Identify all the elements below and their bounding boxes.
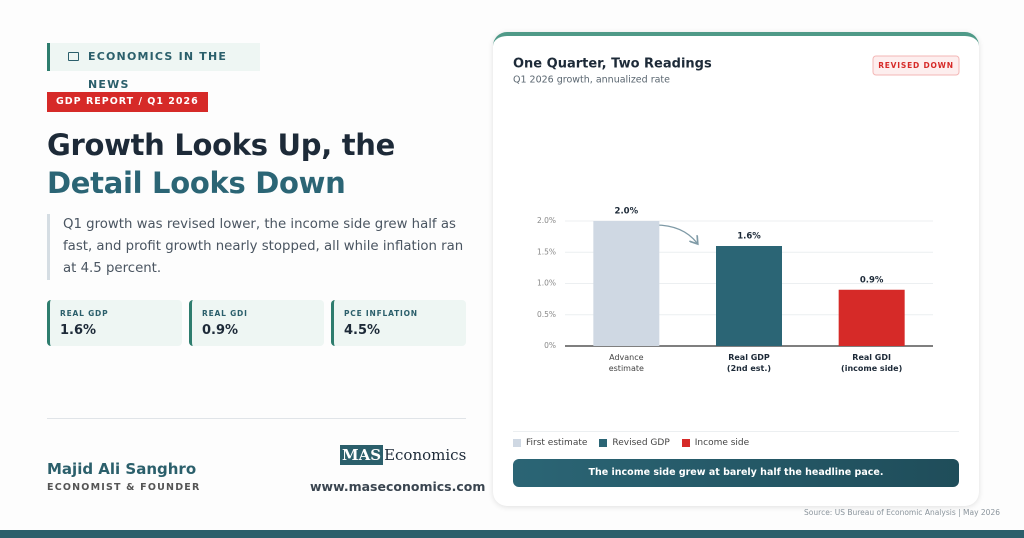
stat-value: 1.6% (60, 323, 97, 338)
source: Source: US Bureau of Economic Analysis |… (804, 508, 1000, 517)
stat-value: 0.9% (202, 323, 239, 338)
stat-label: PCE INFLATION (344, 309, 418, 318)
stat-card: REAL GDP 1.6% (47, 300, 182, 346)
stat-card: PCE INFLATION 4.5% (331, 300, 466, 346)
badge-box (872, 55, 960, 76)
stat-label: REAL GDI (202, 309, 248, 318)
value-label: 0.9% (860, 275, 884, 285)
summary: Q1 growth was revised lower, the income … (47, 214, 467, 280)
bar (838, 289, 905, 346)
stat-value: 4.5% (344, 323, 381, 338)
bar (593, 221, 660, 346)
y-tick-label: 0% (544, 341, 556, 350)
author-name: Majid Ali Sanghro (47, 460, 197, 478)
legend: First estimate Revised GDP Income side (513, 438, 749, 448)
x-tick-label: Advance estimate (608, 353, 644, 373)
y-tick-label: 1.0% (537, 279, 556, 288)
logo: MAS Economics (340, 445, 467, 465)
headline: Detail Looks Down (47, 166, 346, 200)
kicker: ECONOMICS IN THE NEWS (47, 43, 260, 91)
website[interactable]: www.maseconomics.com (310, 479, 486, 494)
bottom-bar (0, 530, 1024, 538)
divider (513, 431, 959, 432)
badge: REVISED DOWN (878, 61, 954, 70)
legend-item: Income side (681, 438, 750, 448)
annotation: The income side grew at barely half the … (513, 459, 959, 487)
report-tag: GDP REPORT / Q1 2026 (47, 92, 208, 112)
y-tick-label: 1.5% (537, 247, 556, 256)
legend-swatch (599, 439, 608, 447)
stat-card: REAL GDI 0.9% (189, 300, 324, 346)
divider (47, 418, 466, 419)
headline: Growth Looks Up, the (47, 128, 395, 162)
bar (716, 246, 782, 346)
kicker-icon (68, 52, 79, 61)
chart-subtitle: Q1 2026 growth, annualized rate (513, 75, 670, 86)
legend-label: Revised GDP (612, 438, 670, 448)
logo-text: Economics (384, 446, 467, 464)
legend-label: First estimate (526, 438, 588, 448)
legend-swatch (681, 439, 690, 447)
legend-item: First estimate (513, 438, 587, 448)
legend-label: Income side (694, 438, 750, 448)
revision-arrow (654, 224, 697, 243)
author-role: ECONOMIST & FOUNDER (47, 482, 201, 493)
stat-label: REAL GDP (60, 309, 109, 318)
value-label: 1.6% (737, 232, 761, 242)
legend-item: Revised GDP (599, 438, 670, 448)
x-tick-label: Real GDI (income side) (841, 353, 903, 373)
logo-mark: MAS (340, 445, 384, 465)
value-label: 2.0% (615, 207, 639, 217)
y-tick-label: 2.0% (537, 216, 556, 225)
kicker-text: ECONOMICS IN THE NEWS (88, 50, 228, 91)
y-tick-label: 0.5% (537, 310, 556, 319)
legend-swatch (513, 439, 521, 447)
chart: One Quarter, Two Readings Q1 2026 growth… (513, 55, 960, 350)
x-tick-label: Real GDP (2nd est.) (726, 353, 772, 373)
chart-title: One Quarter, Two Readings (513, 57, 712, 72)
